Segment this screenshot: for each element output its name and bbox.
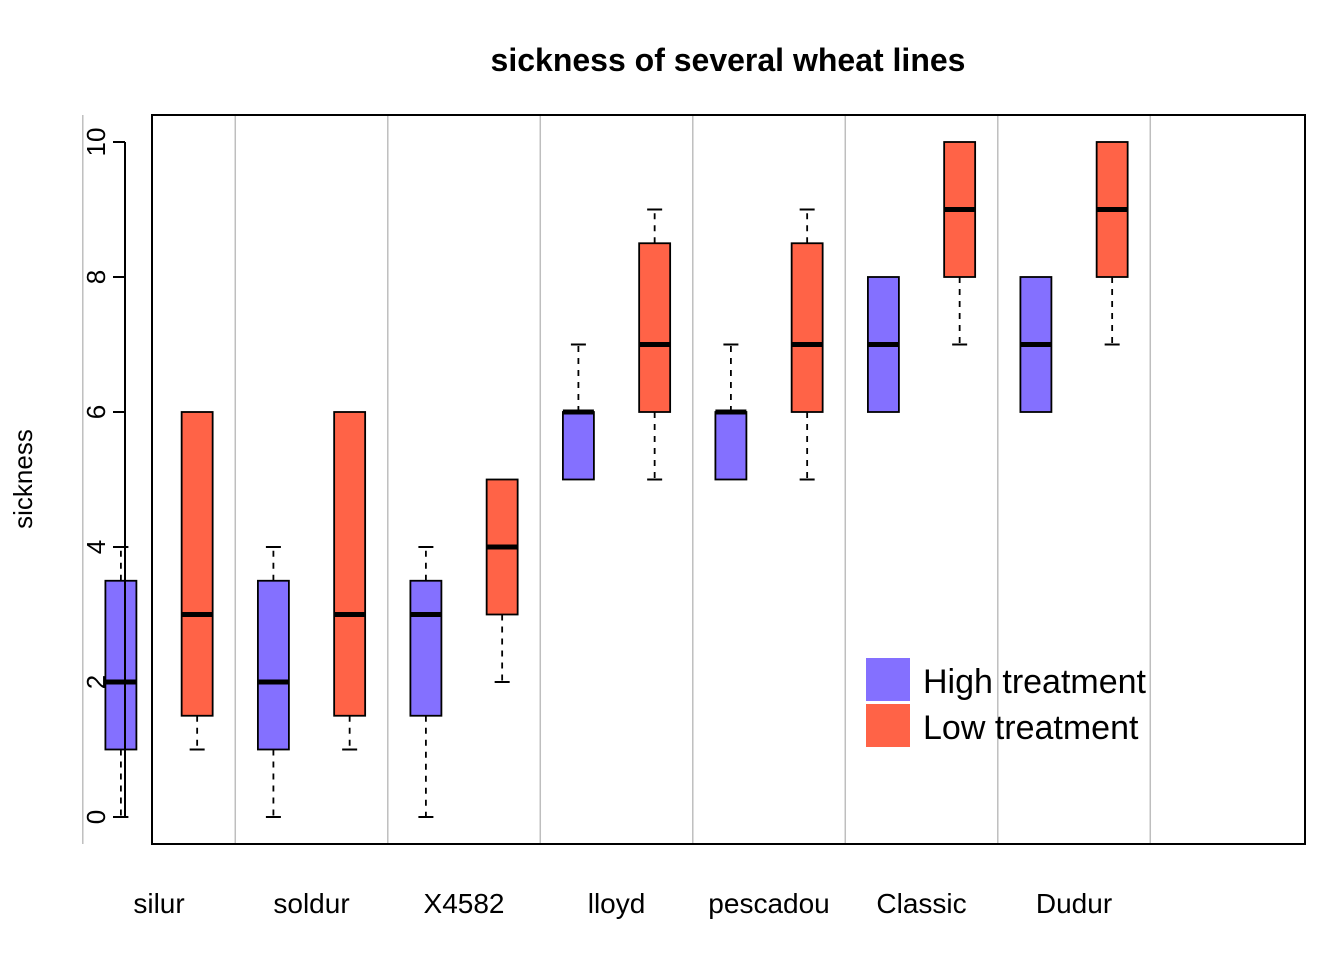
legend-swatch-high (866, 658, 910, 701)
y-tick-label: 4 (81, 540, 111, 554)
box-body (409, 579, 443, 717)
y-tick-label: 10 (81, 128, 111, 157)
box-soldur-low (333, 411, 367, 751)
box-body (562, 411, 595, 481)
box-lloyd-high (562, 343, 595, 481)
category-label: pescadou (708, 888, 829, 919)
y-axis-label: sickness (8, 429, 38, 529)
box-Dudur-high (1019, 276, 1053, 413)
category-label: silur (133, 888, 184, 919)
box-body (714, 411, 748, 481)
box-Classic-high (867, 276, 900, 413)
box-pescadou-low (790, 208, 824, 481)
box-body (333, 411, 367, 717)
legend-label-high: High treatment (923, 663, 1147, 701)
category-label: Dudur (1036, 888, 1112, 919)
y-axis: 0 2 4 6 8 10 (81, 128, 126, 824)
boxes-layer (104, 141, 1129, 818)
legend-label-low: Low treatment (923, 709, 1139, 747)
grid-separators (82, 115, 1152, 844)
x-axis-labels: silur soldur X4582 lloyd pescadou Classic Dudu… (133, 888, 1112, 919)
box-X4582-low (485, 478, 519, 683)
legend-swatch-low (866, 704, 910, 747)
plot-frame (151, 114, 1306, 845)
legend: High treatment Low treatment (866, 658, 1147, 747)
box-body (790, 242, 824, 413)
category-label: soldur (273, 888, 349, 919)
box-body (104, 579, 138, 751)
box-silur-high (104, 546, 138, 818)
box-body (638, 242, 672, 413)
box-soldur-high (256, 546, 290, 818)
box-body (256, 579, 290, 751)
y-tick-label: 2 (81, 675, 111, 689)
box-Classic-low (943, 141, 977, 346)
y-tick-label: 0 (81, 810, 111, 824)
box-X4582-high (409, 546, 443, 818)
category-label: lloyd (588, 888, 646, 919)
box-body (180, 411, 214, 717)
category-label: Classic (876, 888, 966, 919)
y-tick-label: 6 (81, 405, 111, 419)
box-lloyd-low (638, 208, 672, 481)
chart-title: sickness of several wheat lines (491, 42, 966, 78)
category-label: X4582 (424, 888, 505, 919)
box-silur-low (180, 411, 214, 751)
box-pescadou-high (714, 343, 748, 481)
y-tick-label: 8 (81, 270, 111, 284)
box-Dudur-low (1095, 141, 1129, 346)
